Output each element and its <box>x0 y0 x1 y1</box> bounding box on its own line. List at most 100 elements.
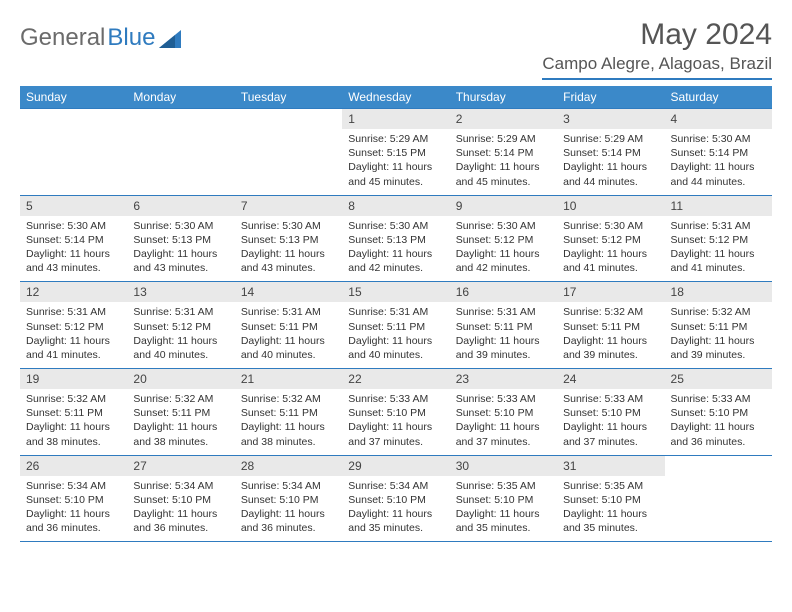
sunrise-text: Sunrise: 5:34 AM <box>348 479 443 493</box>
title-block: May 2024 Campo Alegre, Alagoas, Brazil <box>542 18 772 80</box>
daylight-text: Daylight: 11 hours and 38 minutes. <box>133 420 228 448</box>
calendar-day-cell: 27Sunrise: 5:34 AMSunset: 5:10 PMDayligh… <box>127 455 234 542</box>
sunset-text: Sunset: 5:11 PM <box>133 406 228 420</box>
daylight-text: Daylight: 11 hours and 35 minutes. <box>456 507 551 535</box>
day-body-empty <box>127 129 234 195</box>
day-body-empty <box>235 129 342 195</box>
calendar-day-cell: 9Sunrise: 5:30 AMSunset: 5:12 PMDaylight… <box>450 195 557 282</box>
daylight-text: Daylight: 11 hours and 45 minutes. <box>348 160 443 188</box>
sunrise-text: Sunrise: 5:29 AM <box>348 132 443 146</box>
day-number: 21 <box>235 369 342 389</box>
day-body: Sunrise: 5:32 AMSunset: 5:11 PMDaylight:… <box>20 389 127 455</box>
day-number: 9 <box>450 196 557 216</box>
day-body: Sunrise: 5:31 AMSunset: 5:11 PMDaylight:… <box>235 302 342 368</box>
day-body: Sunrise: 5:32 AMSunset: 5:11 PMDaylight:… <box>235 389 342 455</box>
sunrise-text: Sunrise: 5:30 AM <box>26 219 121 233</box>
logo-text-2: Blue <box>107 24 155 52</box>
daylight-text: Daylight: 11 hours and 41 minutes. <box>671 247 766 275</box>
calendar-week-row: 1Sunrise: 5:29 AMSunset: 5:15 PMDaylight… <box>20 109 772 196</box>
day-number: 18 <box>665 282 772 302</box>
day-number: 24 <box>557 369 664 389</box>
calendar-day-cell: 5Sunrise: 5:30 AMSunset: 5:14 PMDaylight… <box>20 195 127 282</box>
sunrise-text: Sunrise: 5:29 AM <box>563 132 658 146</box>
weekday-header: Sunday <box>20 86 127 109</box>
sunset-text: Sunset: 5:13 PM <box>241 233 336 247</box>
day-number: 30 <box>450 456 557 476</box>
daylight-text: Daylight: 11 hours and 43 minutes. <box>133 247 228 275</box>
day-number: 7 <box>235 196 342 216</box>
day-body: Sunrise: 5:33 AMSunset: 5:10 PMDaylight:… <box>557 389 664 455</box>
day-number: 15 <box>342 282 449 302</box>
day-number: 8 <box>342 196 449 216</box>
day-body: Sunrise: 5:32 AMSunset: 5:11 PMDaylight:… <box>665 302 772 368</box>
sunrise-text: Sunrise: 5:30 AM <box>671 132 766 146</box>
day-body: Sunrise: 5:30 AMSunset: 5:14 PMDaylight:… <box>20 216 127 282</box>
sunset-text: Sunset: 5:15 PM <box>348 146 443 160</box>
sunrise-text: Sunrise: 5:31 AM <box>671 219 766 233</box>
day-number: 28 <box>235 456 342 476</box>
calendar-week-row: 5Sunrise: 5:30 AMSunset: 5:14 PMDaylight… <box>20 195 772 282</box>
calendar-day-cell: 11 Sunrise: 5:31 AMSunset: 5:12 PMDayligh… <box>665 195 772 282</box>
calendar-day-cell: 25Sunrise: 5:33 AMSunset: 5:10 PMDayligh… <box>665 369 772 456</box>
calendar-day-cell: 12Sunrise: 5:31 AMSunset: 5:12 PMDayligh… <box>20 282 127 369</box>
day-body-empty <box>665 476 772 542</box>
logo: GeneralBlue <box>20 18 185 52</box>
sunset-text: Sunset: 5:10 PM <box>241 493 336 507</box>
day-body: Sunrise: 5:31 AMSunset: 5:12 PMDaylight:… <box>127 302 234 368</box>
daylight-text: Daylight: 11 hours and 36 minutes. <box>241 507 336 535</box>
calendar-day-cell <box>20 109 127 196</box>
sunset-text: Sunset: 5:10 PM <box>348 493 443 507</box>
day-number: 11 <box>665 196 772 216</box>
weekday-header: Tuesday <box>235 86 342 109</box>
day-body: Sunrise: 5:30 AMSunset: 5:13 PMDaylight:… <box>127 216 234 282</box>
sunrise-text: Sunrise: 5:30 AM <box>241 219 336 233</box>
daylight-text: Daylight: 11 hours and 37 minutes. <box>456 420 551 448</box>
sunset-text: Sunset: 5:10 PM <box>563 406 658 420</box>
day-body: Sunrise: 5:30 AMSunset: 5:13 PMDaylight:… <box>342 216 449 282</box>
calendar-day-cell: 20Sunrise: 5:32 AMSunset: 5:11 PMDayligh… <box>127 369 234 456</box>
calendar-day-cell: 10Sunrise: 5:30 AMSunset: 5:12 PMDayligh… <box>557 195 664 282</box>
sunrise-text: Sunrise: 5:32 AM <box>26 392 121 406</box>
day-number-empty <box>665 456 772 476</box>
calendar-week-row: 26Sunrise: 5:34 AMSunset: 5:10 PMDayligh… <box>20 455 772 542</box>
day-body: Sunrise: 5:30 AMSunset: 5:12 PMDaylight:… <box>557 216 664 282</box>
sunrise-text: Sunrise: 5:31 AM <box>26 305 121 319</box>
calendar-header-row: SundayMondayTuesdayWednesdayThursdayFrid… <box>20 86 772 109</box>
page-header: GeneralBlue May 2024 Campo Alegre, Alago… <box>20 18 772 80</box>
sunrise-text: Sunrise: 5:30 AM <box>456 219 551 233</box>
day-body: Sunrise: 5:30 AMSunset: 5:12 PMDaylight:… <box>450 216 557 282</box>
day-number: 29 <box>342 456 449 476</box>
daylight-text: Daylight: 11 hours and 41 minutes. <box>563 247 658 275</box>
day-number-empty <box>127 109 234 129</box>
daylight-text: Daylight: 11 hours and 39 minutes. <box>671 334 766 362</box>
calendar-day-cell: 17Sunrise: 5:32 AMSunset: 5:11 PMDayligh… <box>557 282 664 369</box>
sunrise-text: Sunrise: 5:34 AM <box>241 479 336 493</box>
day-body: Sunrise: 5:35 AMSunset: 5:10 PMDaylight:… <box>557 476 664 542</box>
day-body: Sunrise: 5:34 AMSunset: 5:10 PMDaylight:… <box>127 476 234 542</box>
day-number: 26 <box>20 456 127 476</box>
day-body: Sunrise: 5:33 AMSunset: 5:10 PMDaylight:… <box>665 389 772 455</box>
calendar-day-cell: 13Sunrise: 5:31 AMSunset: 5:12 PMDayligh… <box>127 282 234 369</box>
day-number: 31 <box>557 456 664 476</box>
sunset-text: Sunset: 5:10 PM <box>456 493 551 507</box>
calendar-day-cell: 30Sunrise: 5:35 AMSunset: 5:10 PMDayligh… <box>450 455 557 542</box>
calendar-day-cell: 28 Sunrise: 5:34 AMSunset: 5:10 PMDayligh… <box>235 455 342 542</box>
day-body: Sunrise: 5:34 AMSunset: 5:10 PMDaylight:… <box>342 476 449 542</box>
month-title: May 2024 <box>542 18 772 52</box>
sunset-text: Sunset: 5:13 PM <box>348 233 443 247</box>
sunset-text: Sunset: 5:12 PM <box>671 233 766 247</box>
sunset-text: Sunset: 5:10 PM <box>348 406 443 420</box>
sunrise-text: Sunrise: 5:31 AM <box>348 305 443 319</box>
day-body: Sunrise: 5:29 AMSunset: 5:14 PMDaylight:… <box>450 129 557 195</box>
daylight-text: Daylight: 11 hours and 42 minutes. <box>348 247 443 275</box>
daylight-text: Daylight: 11 hours and 44 minutes. <box>671 160 766 188</box>
day-body: Sunrise: 5:33 AMSunset: 5:10 PMDaylight:… <box>342 389 449 455</box>
daylight-text: Daylight: 11 hours and 36 minutes. <box>671 420 766 448</box>
sunrise-text: Sunrise: 5:35 AM <box>563 479 658 493</box>
daylight-text: Daylight: 11 hours and 39 minutes. <box>563 334 658 362</box>
day-body: Sunrise: 5:31 AMSunset: 5:11 PMDaylight:… <box>450 302 557 368</box>
sunrise-text: Sunrise: 5:32 AM <box>671 305 766 319</box>
day-body: Sunrise: 5:32 AMSunset: 5:11 PMDaylight:… <box>127 389 234 455</box>
calendar-day-cell: 7Sunrise: 5:30 AMSunset: 5:13 PMDaylight… <box>235 195 342 282</box>
daylight-text: Daylight: 11 hours and 36 minutes. <box>133 507 228 535</box>
